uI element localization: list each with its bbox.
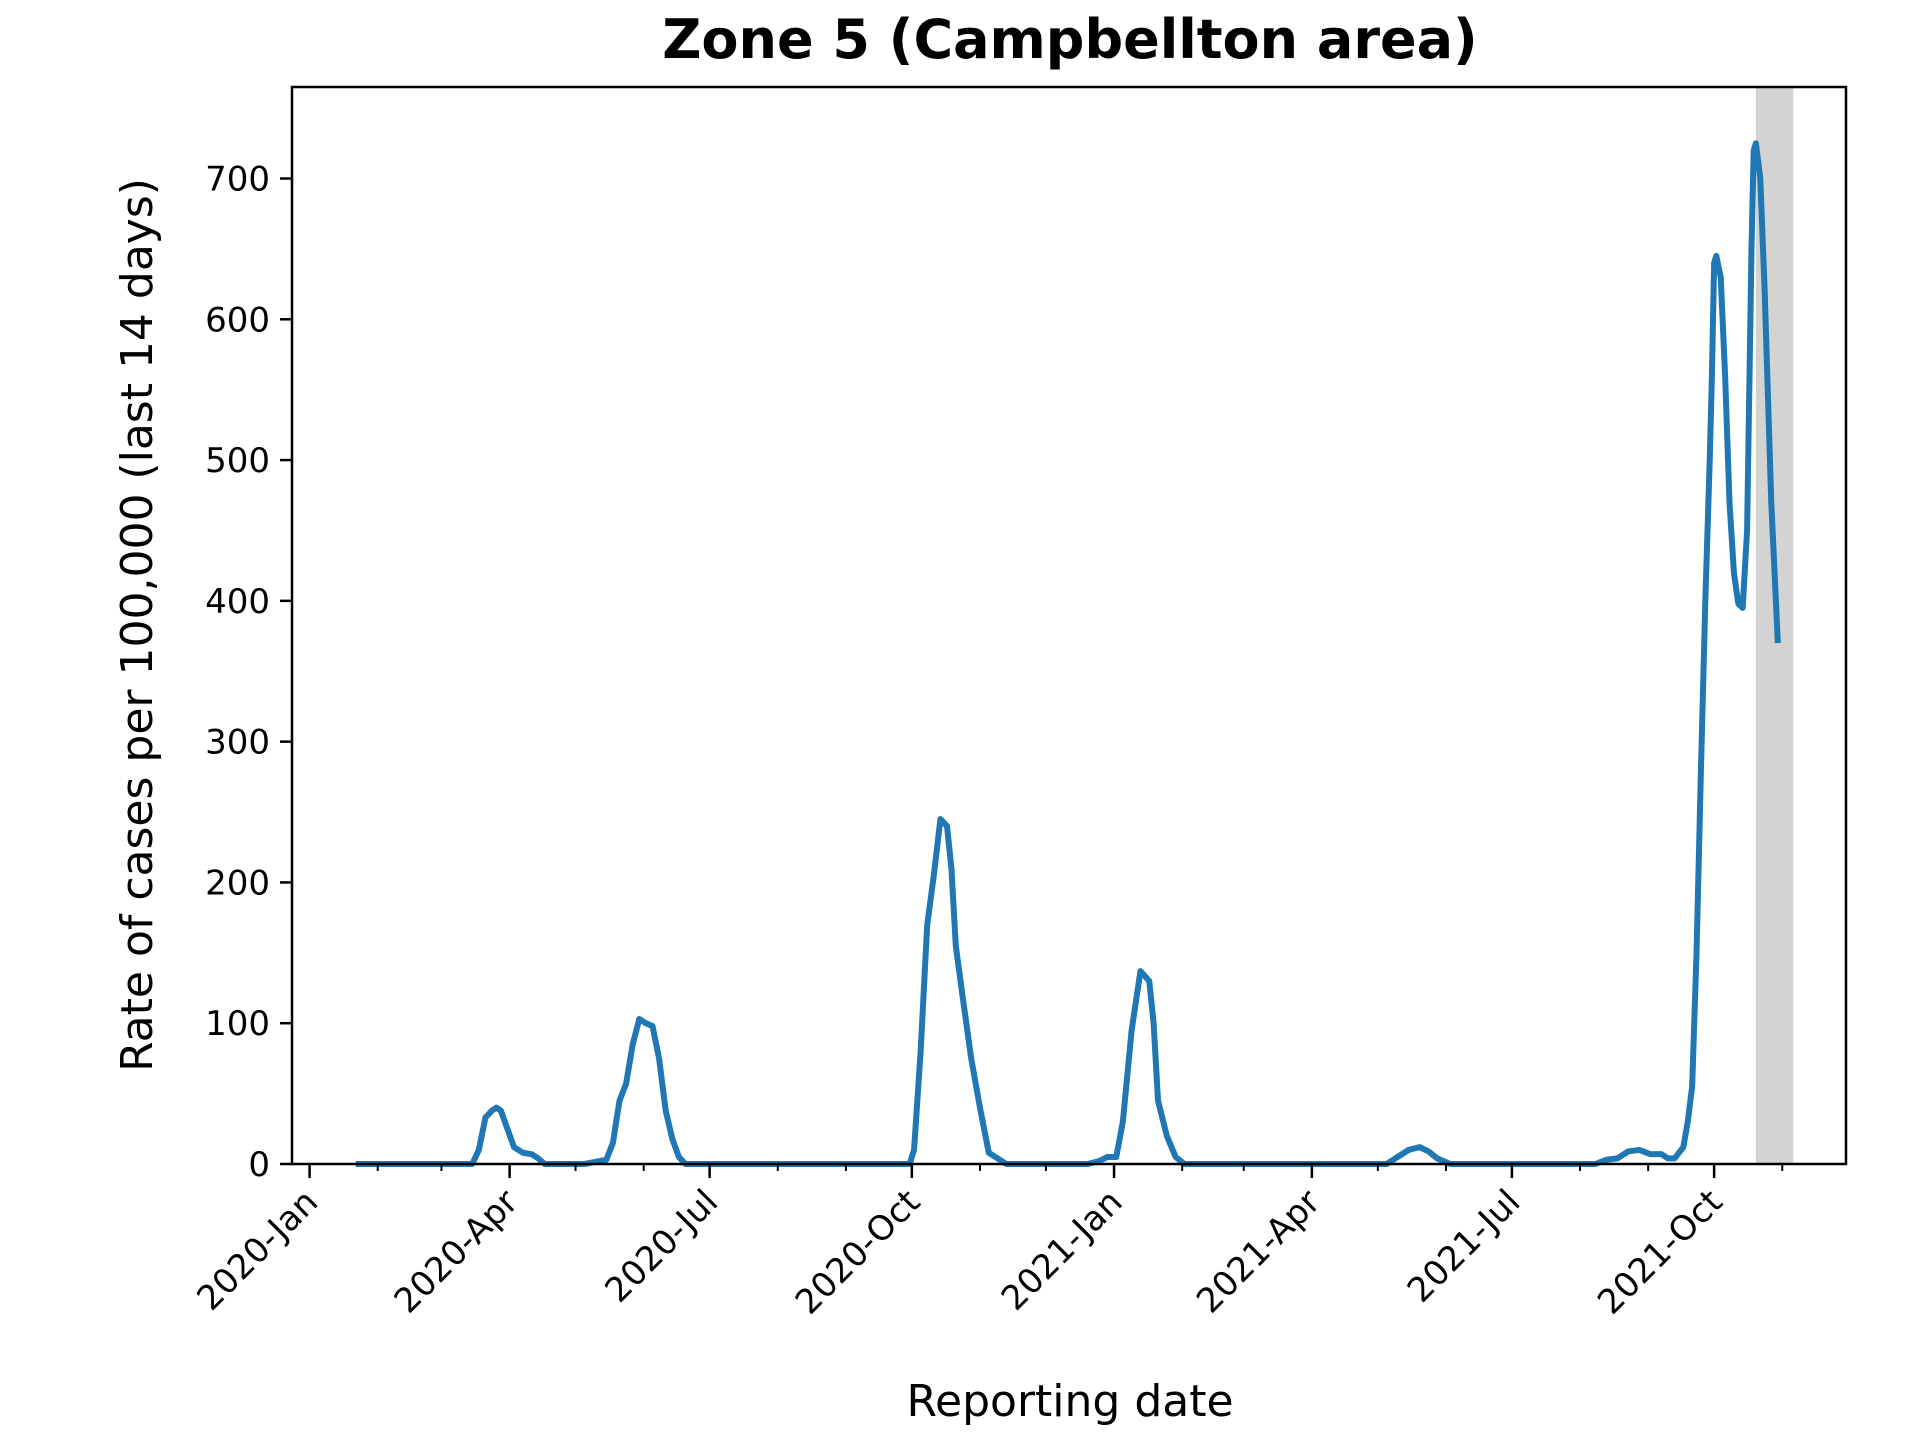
chart-title: Zone 5 (Campbellton area): [662, 8, 1477, 71]
series-line-layer: [355, 140, 1781, 1167]
y-tick-label-200: 200: [205, 863, 270, 903]
y-axis: 0 100 200 300 400 500 600 700: [205, 160, 292, 1185]
y-axis-label: Rate of cases per 100,000 (last 14 days): [112, 178, 163, 1072]
y-tick-label-700: 700: [205, 160, 270, 200]
plot-frame: [290, 85, 1848, 1166]
x-axis-label: Reporting date: [906, 1376, 1233, 1427]
y-tick-label-100: 100: [205, 1004, 270, 1044]
y-tick-label-300: 300: [205, 723, 270, 763]
y-tick-label-0: 0: [248, 1145, 270, 1185]
series-line-0: [355, 140, 1781, 1167]
y-tick-label-600: 600: [205, 300, 270, 340]
y-tick-label-500: 500: [205, 441, 270, 481]
y-tick-label-400: 400: [205, 582, 270, 622]
